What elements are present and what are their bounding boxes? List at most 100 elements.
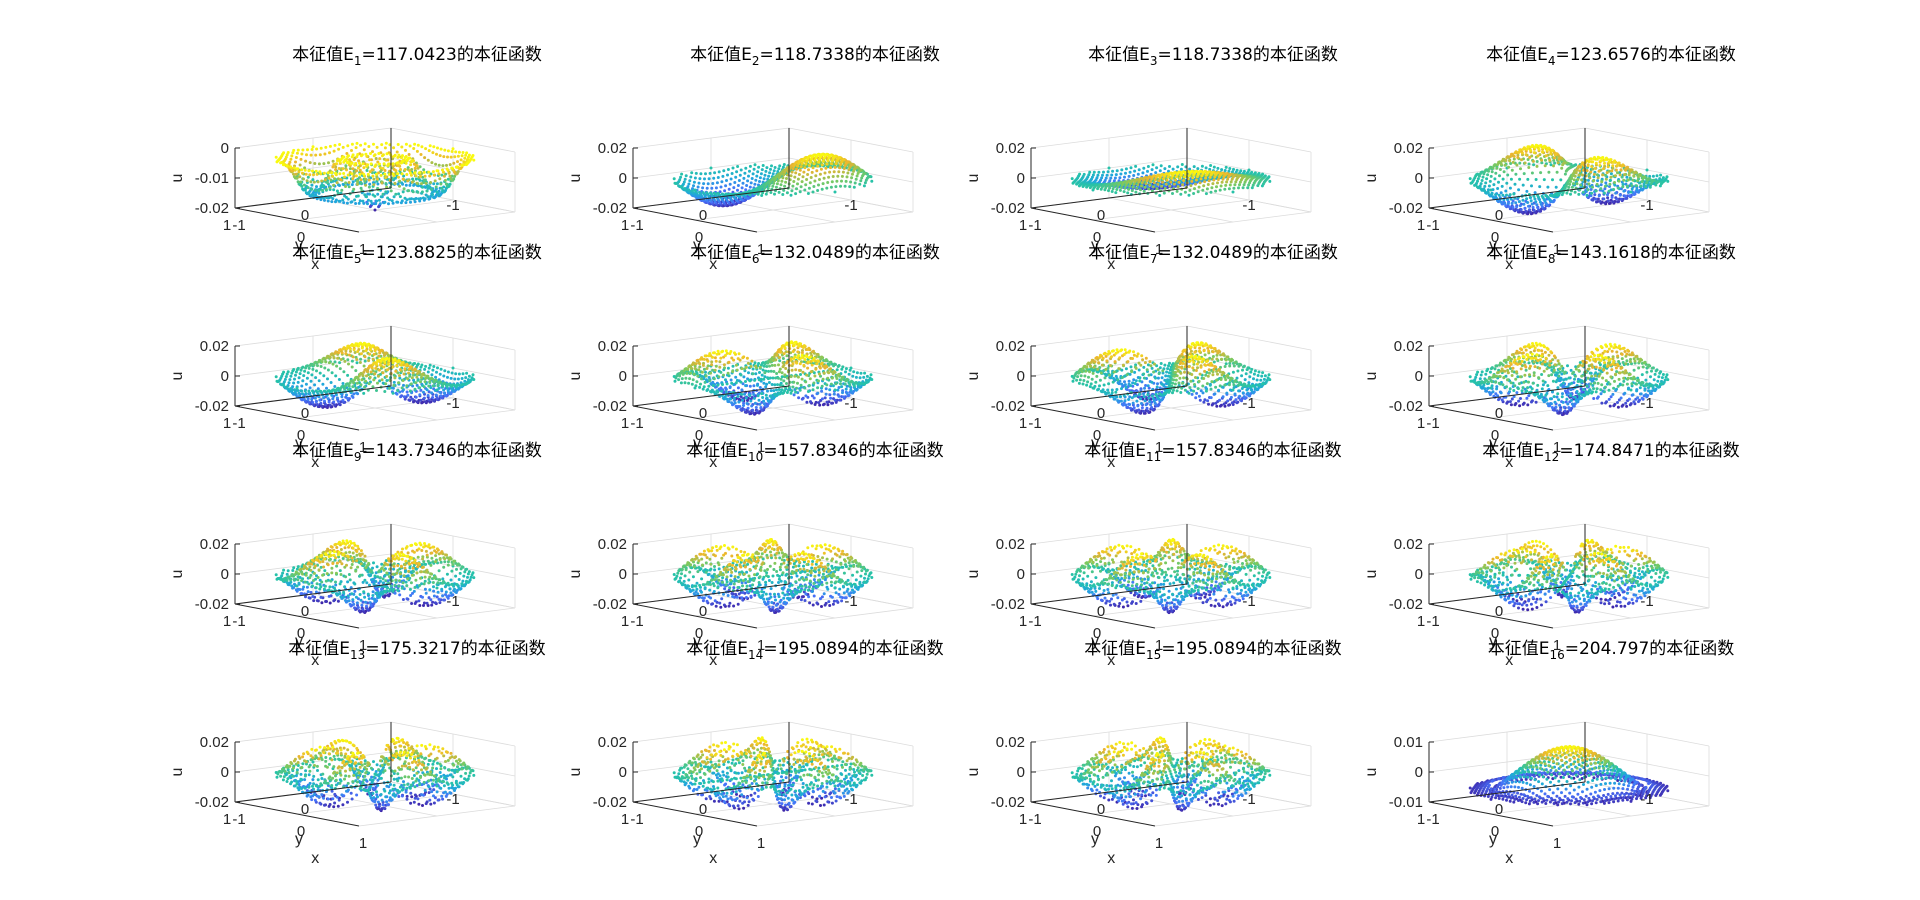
surface-point bbox=[351, 155, 354, 158]
surface-point bbox=[435, 394, 438, 397]
surface-point bbox=[306, 377, 309, 380]
surface-point bbox=[1206, 187, 1209, 190]
surface-point bbox=[334, 172, 337, 175]
surface-point bbox=[359, 199, 362, 202]
surface-point bbox=[823, 177, 826, 180]
surface-point bbox=[443, 149, 446, 152]
surface-point bbox=[1176, 165, 1179, 168]
surface-point bbox=[451, 372, 454, 375]
surface-point bbox=[1154, 171, 1157, 174]
y-tick-label: 0 bbox=[301, 207, 309, 224]
surface-point bbox=[734, 376, 737, 379]
surface-point bbox=[826, 181, 829, 184]
surface-point bbox=[812, 185, 815, 188]
surface-point bbox=[813, 180, 816, 183]
surface-point bbox=[784, 343, 787, 346]
surface-point bbox=[340, 189, 343, 192]
surface-point bbox=[1476, 185, 1479, 188]
surface-point bbox=[351, 385, 354, 388]
surface-point bbox=[472, 159, 475, 162]
surface-point bbox=[850, 176, 853, 179]
surface-point bbox=[323, 400, 326, 403]
surface-point bbox=[1500, 201, 1503, 204]
surface-point bbox=[1557, 161, 1560, 164]
surface-point bbox=[1481, 179, 1484, 182]
surface-point bbox=[318, 379, 321, 382]
surface-point bbox=[1532, 206, 1535, 209]
surface-point bbox=[1536, 206, 1539, 209]
surface-point bbox=[1226, 178, 1229, 181]
surface-point bbox=[1192, 173, 1195, 176]
surface-point bbox=[803, 189, 806, 192]
surface-point bbox=[436, 384, 439, 387]
surface-point bbox=[805, 178, 808, 181]
surface-point bbox=[1137, 181, 1140, 184]
surface-point bbox=[331, 175, 334, 178]
surface-point bbox=[866, 375, 869, 378]
surface-point bbox=[294, 391, 297, 394]
surface-point bbox=[1609, 158, 1612, 161]
surface-point bbox=[413, 198, 416, 201]
surface-point bbox=[1528, 163, 1531, 166]
surface-point bbox=[1500, 191, 1503, 194]
surface-point bbox=[448, 175, 451, 178]
surface-point bbox=[457, 378, 460, 381]
surface-point bbox=[383, 173, 386, 176]
surface-point bbox=[1630, 184, 1633, 187]
surface-point bbox=[1152, 185, 1155, 188]
surface-point bbox=[346, 397, 349, 400]
title-prefix: 本征值E bbox=[690, 243, 752, 263]
surface-point bbox=[368, 183, 371, 186]
surface-point bbox=[1577, 193, 1580, 196]
surface-point bbox=[382, 193, 385, 196]
surface-point bbox=[460, 383, 463, 386]
surface-point bbox=[307, 169, 310, 172]
surface-point bbox=[426, 388, 429, 391]
surface-point bbox=[407, 399, 410, 402]
surface-point bbox=[341, 167, 344, 170]
surface-point bbox=[799, 190, 802, 193]
surface-point bbox=[847, 168, 850, 171]
surface-point bbox=[743, 172, 746, 175]
surface-point bbox=[472, 373, 475, 376]
z-tick-label: -0.02 bbox=[195, 398, 229, 415]
surface-point bbox=[411, 398, 414, 401]
surface-point bbox=[411, 181, 414, 184]
surface-point bbox=[778, 176, 781, 179]
surface-point bbox=[841, 175, 844, 178]
surface-point bbox=[1107, 189, 1110, 192]
surface-point bbox=[1172, 168, 1175, 171]
surface-point bbox=[418, 171, 421, 174]
surface-point bbox=[419, 399, 422, 402]
surface-point bbox=[302, 178, 305, 181]
surface-point bbox=[1181, 163, 1184, 166]
surface-point bbox=[320, 365, 323, 368]
surface-point bbox=[794, 341, 797, 344]
surface-point bbox=[316, 364, 319, 367]
surface-point bbox=[353, 198, 356, 201]
subplot-title: 本征值E6=132.0489的本征函数 bbox=[690, 243, 940, 266]
surface-point bbox=[766, 362, 769, 365]
surface-point bbox=[408, 198, 411, 201]
surface-point bbox=[366, 169, 369, 172]
surface-point bbox=[689, 176, 692, 179]
surface-point bbox=[305, 392, 308, 395]
y-tick-label: 1 bbox=[1019, 217, 1027, 234]
subplot-title: 本征值E1=117.0423的本征函数 bbox=[292, 45, 542, 68]
surface-point bbox=[1162, 177, 1165, 180]
surface-point bbox=[458, 151, 461, 154]
grid-line bbox=[1031, 188, 1311, 212]
surface-point bbox=[742, 375, 745, 378]
surface-point bbox=[1515, 164, 1518, 167]
surface-point bbox=[1589, 171, 1592, 174]
grid-line bbox=[1155, 212, 1311, 232]
surface-point bbox=[349, 347, 352, 350]
title-suffix: =132.0489的本征函数 bbox=[760, 243, 940, 263]
title-prefix: 本征值E bbox=[292, 45, 354, 65]
surface-point bbox=[1146, 170, 1149, 173]
surface-point bbox=[327, 369, 330, 372]
surface-point bbox=[754, 179, 757, 182]
surface-point bbox=[325, 188, 328, 191]
